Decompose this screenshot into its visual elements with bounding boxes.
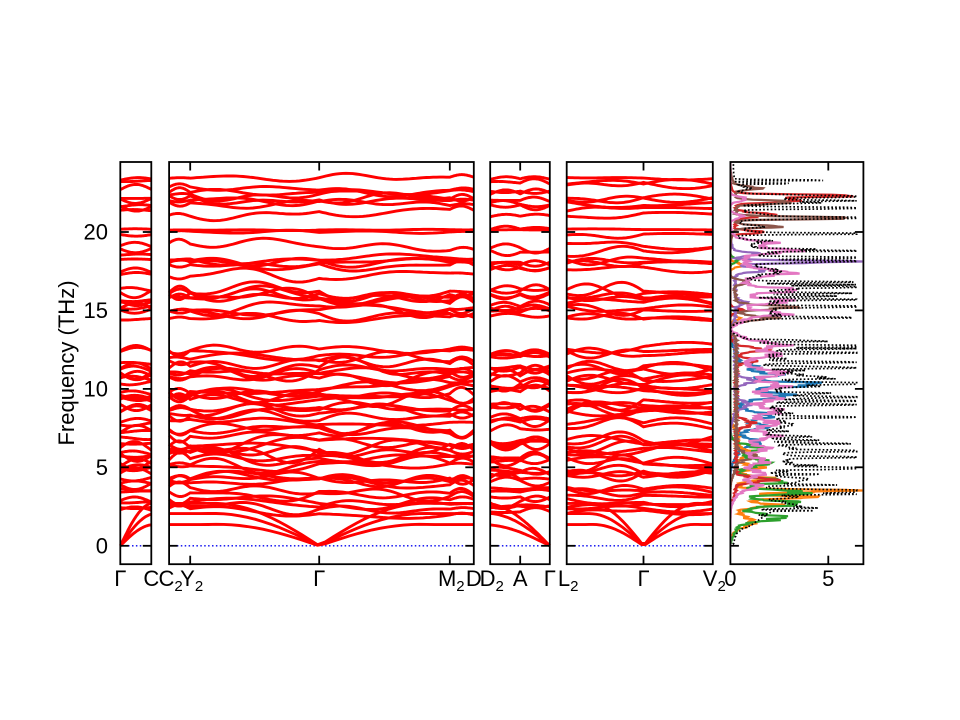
svg-text:Γ: Γ xyxy=(544,566,556,591)
svg-text:20: 20 xyxy=(84,220,108,245)
svg-text:5: 5 xyxy=(96,455,108,480)
svg-text:Γ: Γ xyxy=(114,566,126,591)
svg-text:5: 5 xyxy=(822,566,834,591)
svg-text:Γ: Γ xyxy=(637,566,649,591)
svg-text:10: 10 xyxy=(84,376,108,401)
svg-text:0: 0 xyxy=(724,566,736,591)
svg-text:Γ: Γ xyxy=(313,566,325,591)
svg-text:Frequency (THz): Frequency (THz) xyxy=(54,280,79,445)
svg-text:C: C xyxy=(143,566,159,591)
svg-text:D: D xyxy=(466,566,482,591)
svg-text:A: A xyxy=(513,566,528,591)
svg-text:15: 15 xyxy=(84,298,108,323)
svg-text:0: 0 xyxy=(96,533,108,558)
